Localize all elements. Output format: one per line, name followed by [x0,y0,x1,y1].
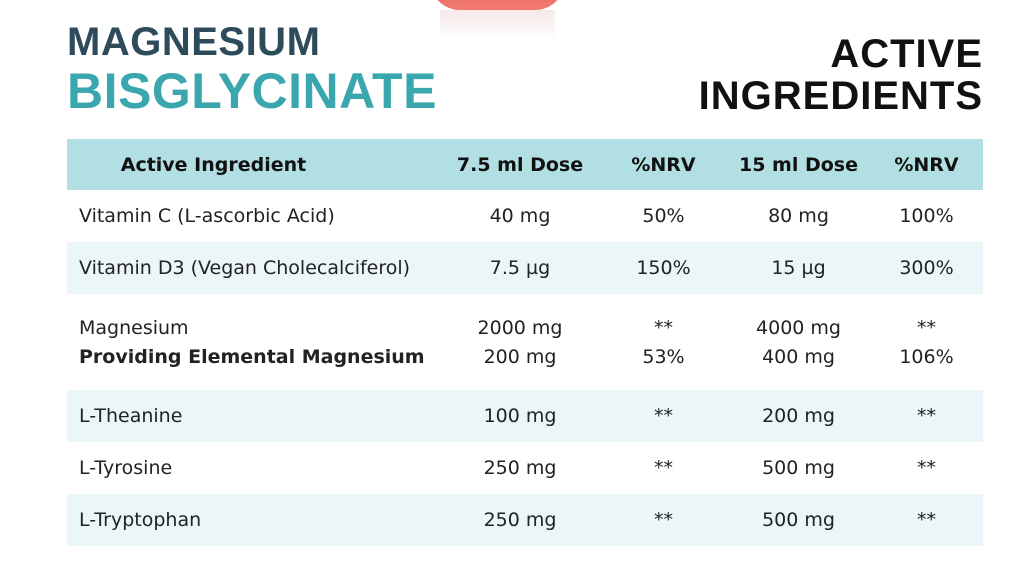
table-cell: 500 mg [762,457,835,479]
table-cell: 100% [899,205,954,227]
row-line: L-Theanine 100 mg ** 200 mg ** [67,402,983,431]
table-cell: ** [654,405,673,427]
table-cell: ** [917,509,936,531]
table-row: L-Tryptophan 250 mg ** 500 mg ** [67,494,983,546]
table-cell: 80 mg [768,205,829,227]
table-cell: 500 mg [762,509,835,531]
table-cell: 106% [899,345,954,368]
column-header: Active Ingredient [120,153,307,176]
table-cell: 7.5 µg [489,257,551,279]
table-cell: Magnesium [79,316,189,339]
row-lines: Vitamin C (L-ascorbic Acid) 40 mg 50% 80 mg… [67,202,983,231]
table-cell: 300% [899,257,954,279]
row-lines: L-Tyrosine 250 mg ** 500 mg ** [67,454,983,483]
row-lines: L-Theanine 100 mg ** 200 mg ** [67,402,983,431]
table-cell: L-Tryptophan [79,509,202,531]
table-cell: Providing Elemental Magnesium [79,345,425,368]
table-row: Vitamin C (L-ascorbic Acid) 40 mg 50% 80 mg… [67,190,983,242]
bottle [430,0,565,10]
header-row: Active Ingredient 7.5 ml Dose %NRV 15 ml Do… [67,139,983,190]
heading: ACTIVE [830,32,983,76]
table-cell: L-Theanine [79,405,183,427]
column-header: %NRV [894,153,959,176]
row-line: L-Tryptophan 250 mg ** 500 mg ** [67,506,983,535]
table-row: L-Theanine 100 mg ** 200 mg ** [67,390,983,442]
row-line: Vitamin D3 (Vegan Cholecalciferol) 7.5 µg… [67,254,983,283]
table-cell: 200 mg [483,345,557,368]
table-cell: 100 mg [483,405,557,427]
table-cell: ** [654,457,673,479]
ingredients-table: Active Ingredient 7.5 ml Dose %NRV 15 ml Do… [67,139,983,546]
table-cell: 250 mg [483,509,557,531]
column-header: 7.5 ml Dose [456,153,584,176]
table-cell: 150% [636,257,691,279]
table-cell: Vitamin C (L-ascorbic Acid) [79,205,335,227]
table-cell: ** [917,405,936,427]
table-cell: Vitamin D3 (Vegan Cholecalciferol) [79,257,411,279]
table-cell: L-Tyrosine [79,457,173,479]
table-cell: 200 mg [762,405,835,427]
product-name: BISGLYCINATE [67,63,437,119]
table-row: Magnesium 2000 mg ** 4000 mg ** Providing Ele… [67,294,983,390]
table-cell: 15 µg [771,257,826,279]
product-name: MAGNESIUM [67,20,321,64]
table-cell: ** [917,316,936,339]
table-cell: 53% [642,345,685,368]
table-cell: ** [654,509,673,531]
column-header: %NRV [631,153,696,176]
row-line: Providing Elemental Magnesium 200 mg 53% 40… [67,342,983,371]
table-cell: 250 mg [483,457,557,479]
row-line: Vitamin C (L-ascorbic Acid) 40 mg 50% 80 mg… [67,202,983,231]
table-cell: 50% [642,205,685,227]
table-cell: 2000 mg [477,316,563,339]
row-lines: Magnesium 2000 mg ** 4000 mg ** Providing Ele… [67,313,983,371]
table-cell: 4000 mg [756,316,841,339]
table-cell: ** [917,457,936,479]
row-lines: Vitamin D3 (Vegan Cholecalciferol) 7.5 µg… [67,254,983,283]
heading: INGREDIENTS [698,74,983,118]
table-cell: ** [654,316,673,339]
row-lines: L-Tryptophan 250 mg ** 500 mg ** [67,506,983,535]
table-cell: 40 mg [489,205,551,227]
row-line: Magnesium 2000 mg ** 4000 mg ** [67,313,983,342]
table-row: L-Tyrosine 250 mg ** 500 mg ** [67,442,983,494]
table-row: Vitamin D3 (Vegan Cholecalciferol) 7.5 µg… [67,242,983,294]
bottle-reflection [440,10,555,40]
row-line: L-Tyrosine 250 mg ** 500 mg ** [67,454,983,483]
table-cell: 400 mg [762,345,835,368]
column-header: 15 ml Dose [738,153,858,176]
